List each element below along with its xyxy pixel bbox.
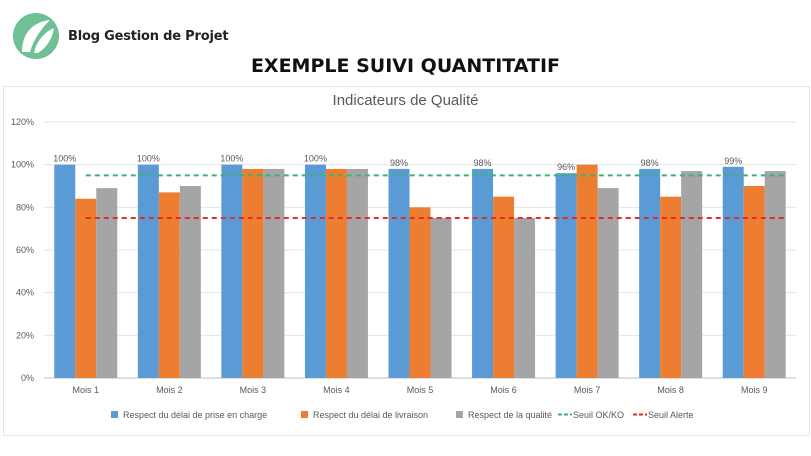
x-tick-label: Mois 1 — [73, 385, 100, 395]
bar — [681, 171, 703, 378]
x-tick-label: Mois 6 — [490, 385, 517, 395]
y-tick-label: 100% — [11, 160, 34, 170]
bar — [75, 198, 97, 378]
data-label: 99% — [724, 156, 742, 166]
bar — [555, 173, 577, 378]
bar — [764, 171, 786, 378]
chart-title: Indicateurs de Qualité — [332, 92, 479, 109]
data-label: 100% — [137, 154, 160, 164]
bar — [576, 164, 598, 378]
brand-name: Blog Gestion de Projet — [68, 28, 229, 44]
bar — [430, 218, 452, 378]
legend-swatch — [111, 411, 118, 418]
bar — [54, 164, 76, 378]
bar — [263, 168, 285, 378]
y-tick-label: 40% — [16, 288, 34, 298]
bar — [743, 186, 765, 378]
bar — [409, 207, 431, 378]
data-label: 100% — [53, 154, 76, 164]
bar — [346, 168, 368, 378]
bar — [304, 164, 326, 378]
brand: Blog Gestion de Projet — [12, 12, 229, 60]
x-tick-label: Mois 9 — [741, 385, 768, 395]
bar — [722, 166, 744, 378]
bar — [179, 186, 201, 378]
bar — [158, 192, 180, 378]
leaf-logo-icon — [13, 13, 59, 59]
data-label: 100% — [304, 154, 327, 164]
x-tick-label: Mois 3 — [240, 385, 267, 395]
x-tick-label: Mois 7 — [574, 385, 601, 395]
y-tick-label: 80% — [16, 202, 34, 212]
bar — [137, 164, 159, 378]
bar — [472, 168, 494, 378]
x-tick-label: Mois 2 — [156, 385, 183, 395]
bar — [242, 168, 264, 378]
bar — [325, 168, 347, 378]
bar — [388, 168, 410, 378]
x-tick-label: Mois 5 — [407, 385, 434, 395]
y-tick-label: 60% — [16, 245, 34, 255]
x-tick-label: Mois 4 — [323, 385, 350, 395]
legend-label: Seuil Alerte — [648, 410, 694, 420]
bar — [493, 196, 515, 378]
bar — [660, 196, 682, 378]
y-tick-label: 20% — [16, 330, 34, 340]
bar — [514, 218, 536, 378]
legend-swatch — [456, 411, 463, 418]
y-tick-label: 120% — [11, 117, 34, 127]
legend-label: Seuil OK/KO — [573, 410, 624, 420]
bar — [597, 188, 619, 378]
legend-label: Respect du délai de prise en charge — [123, 410, 267, 420]
data-label: 98% — [390, 158, 408, 168]
legend-label: Respect du délai de livraison — [313, 410, 428, 420]
bar — [221, 164, 243, 378]
legend-swatch — [301, 411, 308, 418]
data-label: 100% — [220, 154, 243, 164]
legend-label: Respect de la qualité — [468, 410, 552, 420]
bar — [639, 168, 661, 378]
x-tick-label: Mois 8 — [657, 385, 684, 395]
data-label: 98% — [641, 158, 659, 168]
page-title: EXEMPLE SUIVI QUANTITATIF — [250, 55, 561, 77]
data-label: 98% — [474, 158, 492, 168]
y-tick-label: 0% — [21, 373, 34, 383]
data-label: 96% — [557, 162, 575, 172]
bar — [96, 188, 118, 378]
